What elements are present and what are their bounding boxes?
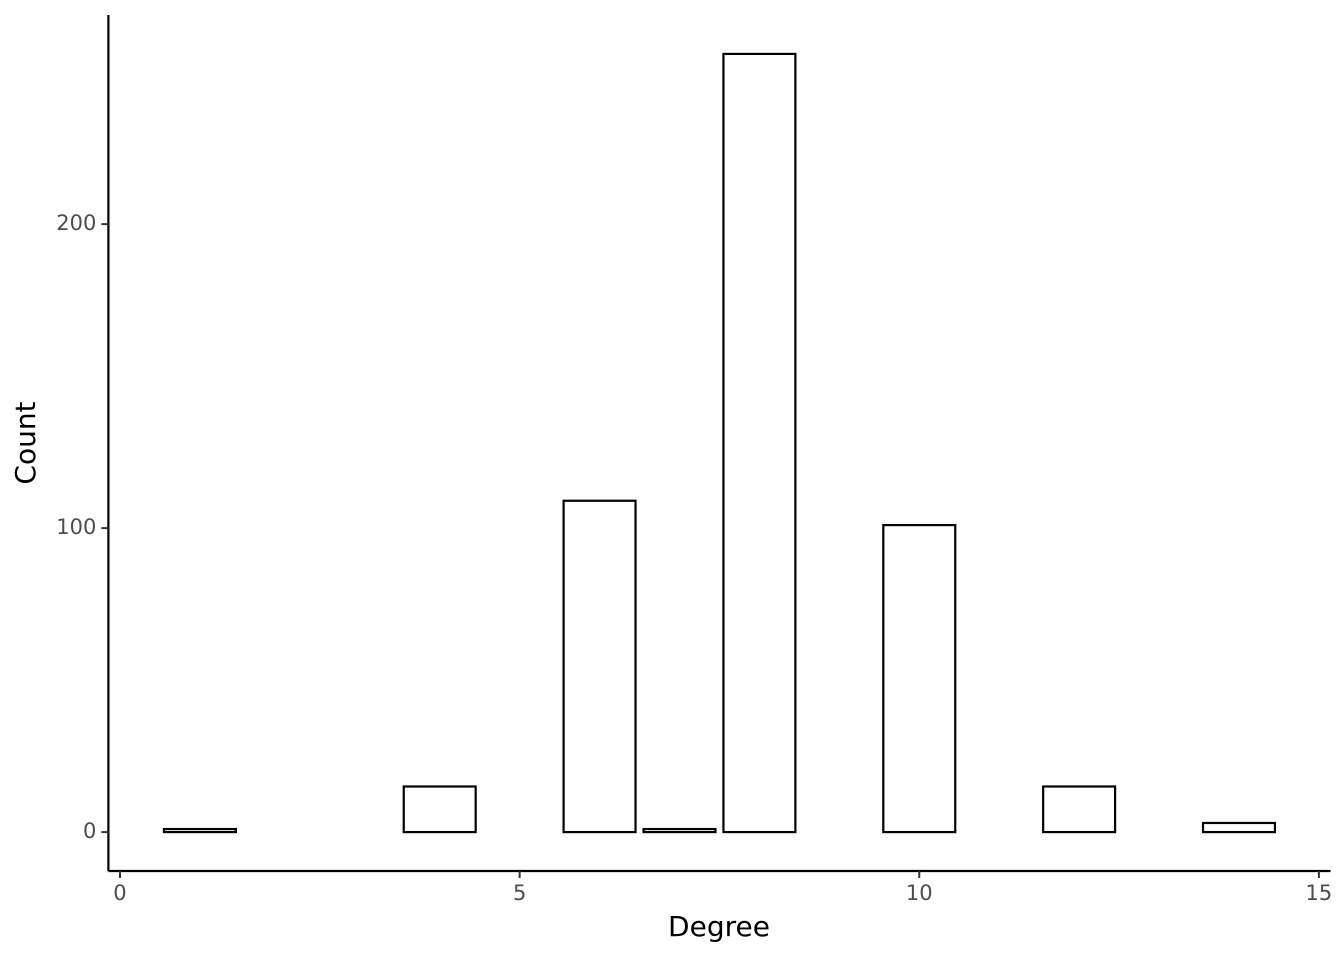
- y-axis-label: Count: [9, 401, 42, 484]
- bar: [722, 52, 797, 834]
- bar: [882, 523, 957, 834]
- x-tick-label: 5: [513, 881, 526, 905]
- x-tick-label: 10: [906, 881, 933, 905]
- x-tick-label: 15: [1306, 881, 1333, 905]
- y-tick-label: 100: [56, 515, 96, 539]
- bar: [1042, 785, 1117, 834]
- x-axis-label: Degree: [668, 910, 770, 943]
- bar: [642, 827, 717, 834]
- bar: [562, 499, 637, 834]
- bar: [402, 785, 477, 834]
- y-tick-label: 200: [56, 211, 96, 235]
- bar: [1201, 821, 1277, 834]
- y-tick-label: 0: [83, 819, 96, 843]
- x-tick-label: 0: [113, 881, 126, 905]
- bar: [162, 827, 237, 834]
